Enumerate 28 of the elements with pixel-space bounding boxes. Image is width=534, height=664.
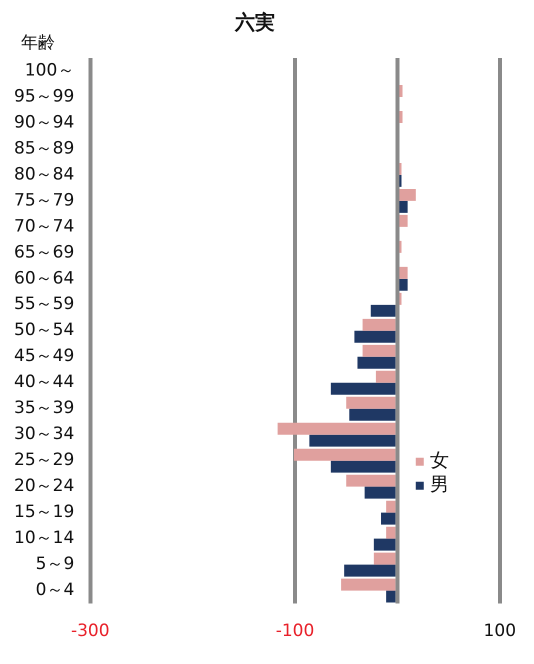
y-tick-label: 90～94 (14, 112, 74, 132)
y-tick-label: 0～4 (36, 580, 74, 600)
y-tick-label: 80～84 (14, 164, 74, 184)
y-tick-label: 35～39 (14, 398, 74, 418)
legend-label: 男 (430, 474, 449, 496)
y-tick-label: 75～79 (14, 190, 74, 210)
y-tick-label: 65～69 (14, 242, 74, 262)
y-tick-label: 5～9 (36, 554, 74, 574)
y-axis-title: 年齢 (21, 32, 56, 53)
y-tick-label: 60～64 (14, 268, 74, 288)
y-tick-label: 20～24 (14, 476, 74, 496)
y-tick-label: 85～89 (14, 138, 74, 158)
legend-label: 女 (430, 450, 449, 472)
y-tick-label: 70～74 (14, 216, 74, 236)
y-tick-label: 95～99 (14, 86, 74, 106)
chart-title: 六実 (234, 10, 275, 34)
y-tick-label: 25～29 (14, 450, 74, 470)
y-tick-label: 15～19 (14, 502, 74, 522)
y-tick-label: 50～54 (14, 320, 74, 340)
y-tick-label: 55～59 (14, 294, 74, 314)
y-tick-label: 30～34 (14, 424, 74, 444)
y-tick-label: 45～49 (14, 346, 74, 366)
x-tick-label: -300 (70, 621, 110, 642)
y-tick-label: 100～ (24, 60, 74, 80)
y-tick-label: 10～14 (14, 528, 74, 548)
y-tick-label: 40～44 (14, 372, 74, 392)
x-tick-label: -100 (276, 621, 314, 642)
x-tick-label: 100 (484, 621, 516, 642)
